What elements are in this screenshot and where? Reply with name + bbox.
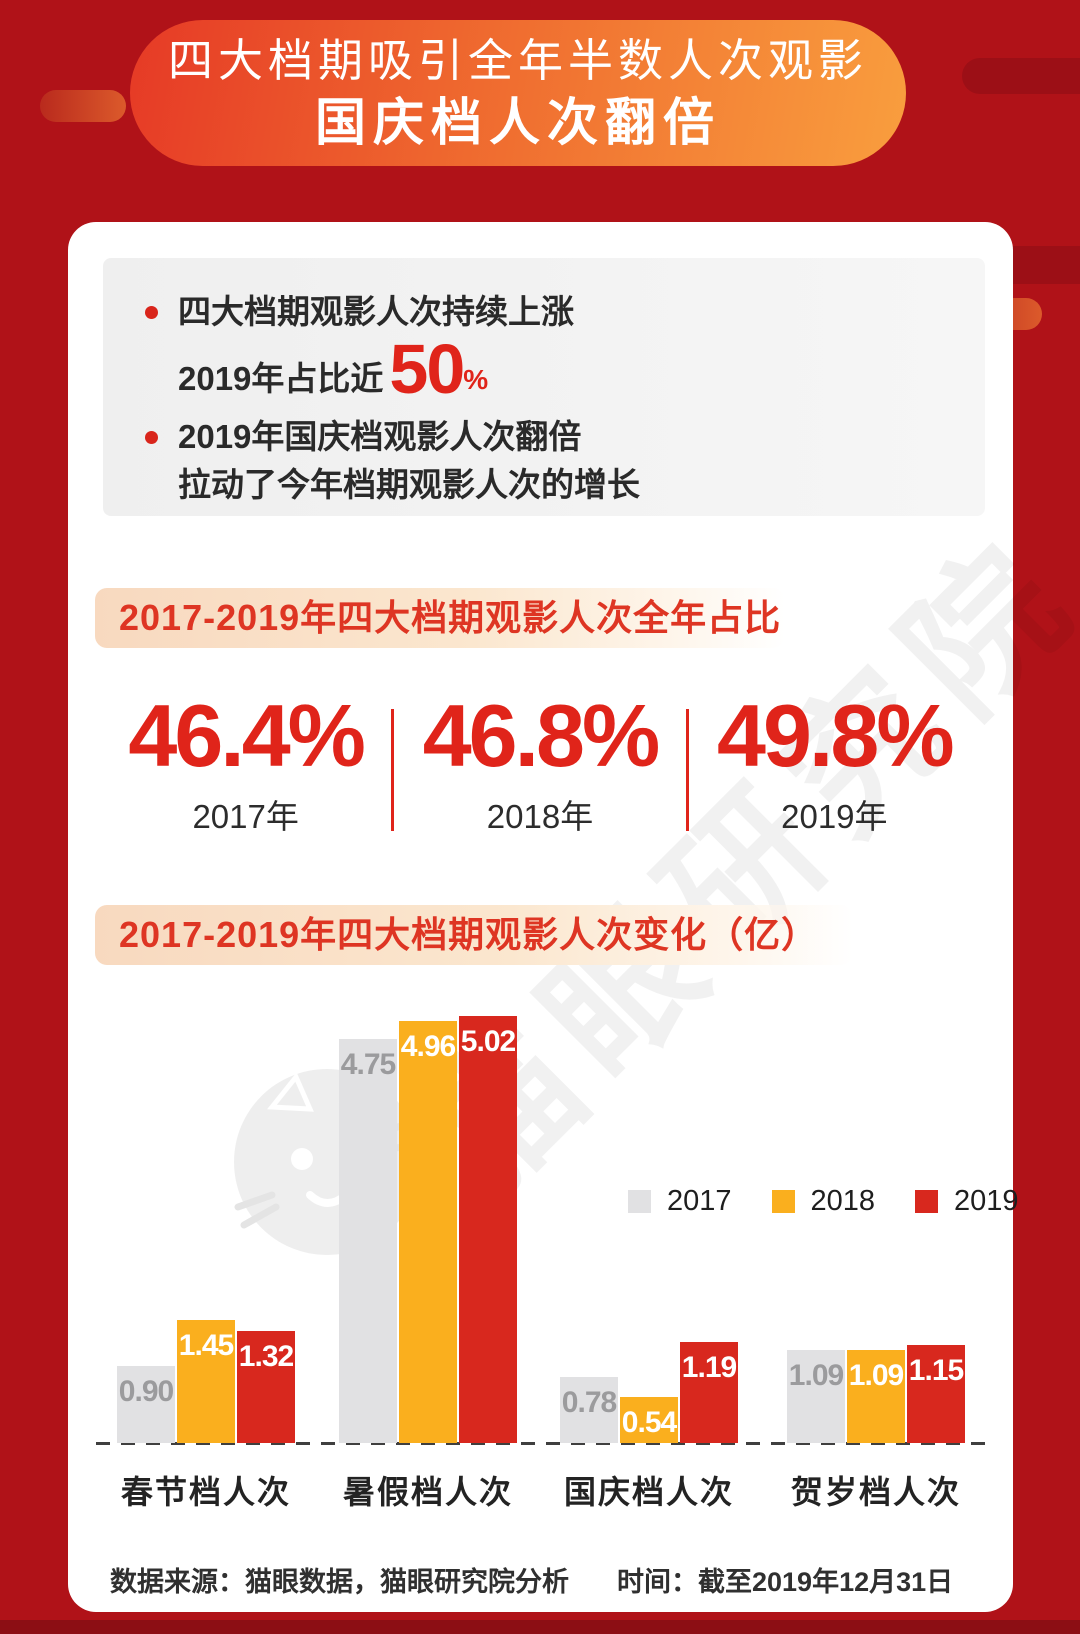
legend-label: 2019 [954,1185,1019,1217]
bar-2019-暑假档人次: 5.02 [459,1016,517,1443]
bullet-dot-icon [145,306,158,319]
highlight-2-line1: 2019年国庆档观影人次翻倍 [178,417,582,455]
bar-value-label: 0.78 [561,1386,617,1419]
highlight-percent-sign: % [463,363,489,395]
bullet-dot-icon [145,430,158,444]
poster-title-line2: 国庆档人次翻倍 [314,93,721,151]
bar-2018-贺岁档人次: 1.09 [847,1350,905,1443]
bar-2017-暑假档人次: 4.75 [339,1039,397,1443]
highlight-1-line2-prefix: 2019年占比近 [178,359,384,397]
share-year-2017: 2017年 [192,798,299,835]
chart-legend: 2017 2018 2019 [628,1185,1019,1218]
decor-capsule-left-orange [40,90,126,122]
bar-value-label: 4.96 [400,1030,456,1063]
footer: 数据来源：猫眼数据，猫眼研究院分析 时间：截至2019年12月31日 [110,1560,953,1599]
share-year-2019: 2019年 [781,798,888,835]
poster-title-line1: 四大档期吸引全年半数人次观影 [167,35,868,87]
decor-capsule-right-dark-1 [962,58,1080,94]
data-time-text: 时间：截至2019年12月31日 [617,1567,954,1597]
bar-2018-国庆档人次: 0.54 [620,1397,678,1443]
data-source-text: 数据来源：猫眼数据，猫眼研究院分析 [110,1567,569,1597]
share-value-2017: 46.4% [128,686,366,785]
bar-value-label: 1.09 [848,1359,904,1392]
legend-item-2017: 2017 [628,1185,732,1218]
bar-value-label: 5.02 [460,1025,516,1058]
highlights-box: 四大档期观影人次持续上涨 2019年占比近 50 % 2019年国庆档观影人次翻… [103,258,985,516]
bar-value-label: 1.32 [238,1340,294,1373]
highlight-bullet-1: 四大档期观影人次持续上涨 2019年占比近 50 % [145,288,949,409]
category-label: 春节档人次 [120,1474,291,1510]
bar-value-label: 1.19 [681,1351,737,1384]
bar-value-label: 1.15 [908,1354,964,1387]
legend-swatch-icon [915,1190,939,1213]
share-section-header: 2017-2019年四大档期观影人次全年占比 [95,588,785,648]
legend-label: 2018 [810,1185,876,1217]
bottom-strip [0,1620,1080,1634]
legend-swatch-icon [771,1190,795,1213]
share-value-2018: 46.8% [422,686,661,785]
legend-item-2019: 2019 [915,1185,1019,1218]
highlight-bullet-2: 2019年国庆档观影人次翻倍 拉动了今年档期观影人次的增长 [145,413,949,509]
share-year-2018: 2018年 [486,798,594,835]
legend-swatch-icon [628,1190,651,1213]
legend-item-2018: 2018 [771,1185,876,1218]
category-label: 国庆档人次 [563,1474,734,1510]
highlight-1-line1: 四大档期观影人次持续上涨 [178,293,574,330]
legend-label: 2017 [667,1185,732,1217]
share-2018: 46.8% 2018年 [394,692,685,842]
share-value-2019: 49.8% [717,686,955,785]
bar-chart: 2017 2018 2019 0.90 1.45 1.32 春节档人次 4.75 4.96 5.… [96,975,1019,1510]
bar-value-label: 0.90 [118,1375,174,1408]
bar-value-label: 0.54 [621,1406,677,1439]
bar-2017-国庆档人次: 0.78 [560,1377,618,1443]
bar-2019-春节档人次: 1.32 [237,1331,295,1443]
bar-2019-贺岁档人次: 1.15 [907,1345,965,1443]
percent-divider [685,709,689,831]
bar-2018-暑假档人次: 4.96 [399,1021,457,1443]
chart-section-header: 2017-2019年四大档期观影人次变化（亿） [95,905,853,965]
bar-value-label: 1.45 [178,1329,234,1362]
bar-2018-春节档人次: 1.45 [177,1320,235,1443]
bar-value-label: 1.09 [788,1359,844,1392]
chart-baseline [96,1442,986,1445]
yearly-share-row: 46.4% 2017年 46.8% 2018年 49.8% 2019年 [100,692,980,842]
bar-value-label: 4.75 [340,1048,396,1081]
highlight-2-line2: 拉动了今年档期观影人次的增长 [178,465,640,503]
category-label: 贺岁档人次 [790,1474,961,1510]
bar-2017-春节档人次: 0.90 [117,1366,175,1443]
share-2019: 49.8% 2019年 [689,692,980,842]
bar-2017-贺岁档人次: 1.09 [787,1350,845,1443]
bar-2019-国庆档人次: 1.19 [680,1342,738,1443]
share-2017: 46.4% 2017年 [100,692,391,842]
category-label: 暑假档人次 [342,1474,513,1510]
title-banner: 四大档期吸引全年半数人次观影 国庆档人次翻倍 [130,20,906,166]
percent-divider [391,709,395,831]
highlight-big-number: 50 [389,330,465,409]
